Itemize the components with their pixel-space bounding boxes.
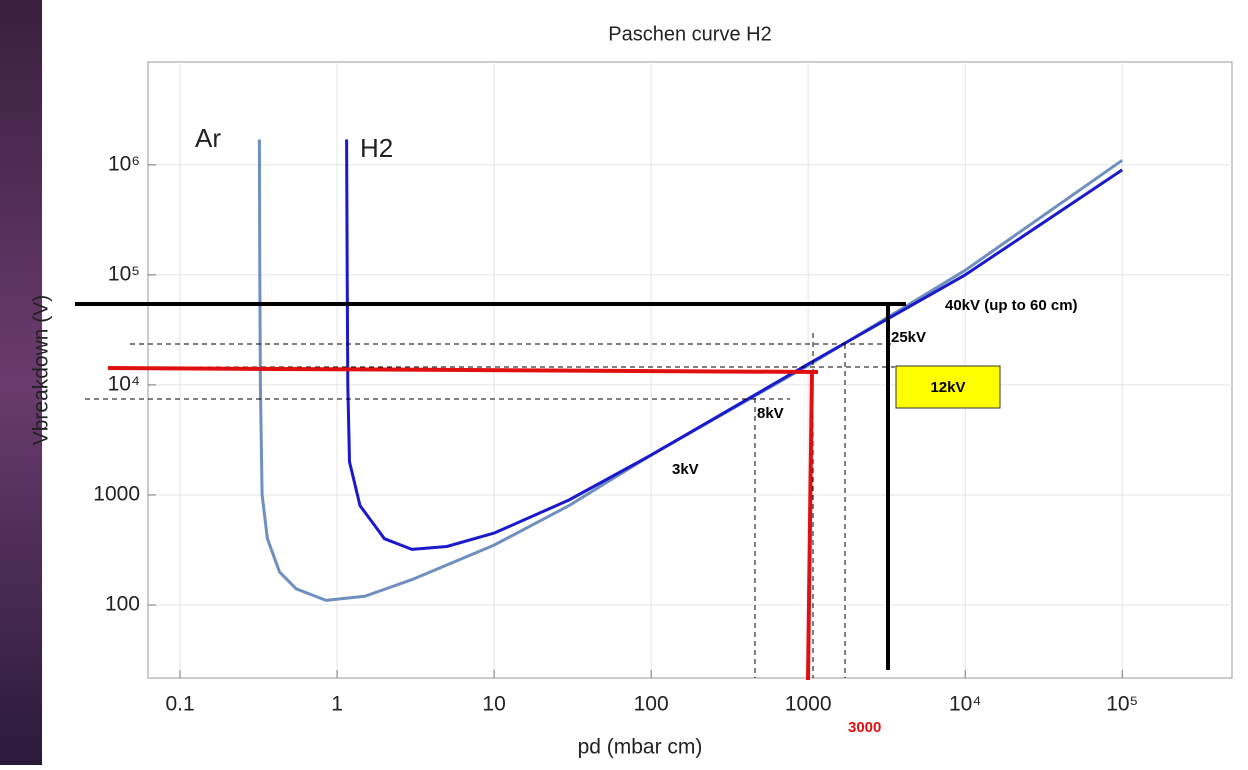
red-guide	[806, 369, 814, 681]
annotation: 3000	[848, 719, 881, 736]
x-tick-label: 10	[482, 693, 505, 716]
red-guide	[107, 366, 819, 374]
x-tick-label: 1000	[785, 693, 832, 716]
guides	[75, 302, 1001, 681]
y-tick-label: 10⁵	[108, 262, 140, 285]
annotation: 8kV	[757, 405, 784, 422]
annotation: 25kV	[891, 329, 926, 346]
series-label: Ar	[195, 123, 221, 153]
series-label: H2	[360, 133, 393, 163]
series-line	[345, 139, 1124, 551]
x-tick-label: 1	[331, 693, 343, 716]
curves	[257, 139, 1124, 602]
annotation: 12kV	[930, 379, 965, 396]
y-tick-label: 100	[105, 593, 140, 616]
x-tick-label: 10⁴	[949, 693, 981, 716]
y-axis-label: Vbreakdown (V)	[30, 295, 53, 446]
chart-title: Paschen curve H2	[608, 23, 771, 45]
y-tick-label: 10⁴	[108, 372, 140, 395]
highlight-box	[895, 365, 1001, 409]
y-tick-label: 10⁶	[108, 152, 140, 175]
x-tick-label: 0.1	[165, 693, 194, 716]
annotation: 40kV (up to 60 cm)	[945, 297, 1078, 314]
annotation: 3kV	[672, 461, 699, 478]
x-axis-label: pd (mbar cm)	[578, 736, 703, 759]
background-strip	[0, 0, 42, 765]
y-tick-label: 1000	[93, 482, 140, 505]
x-tick-label: 10⁵	[1106, 693, 1138, 716]
x-tick-label: 100	[634, 693, 669, 716]
